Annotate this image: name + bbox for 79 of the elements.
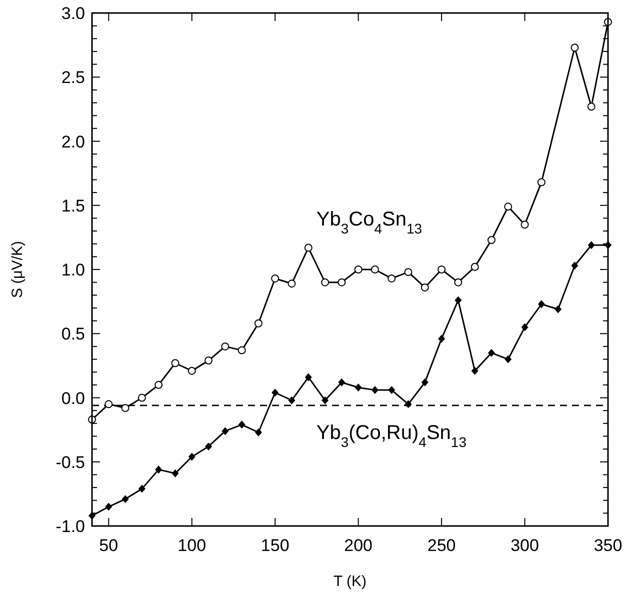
point [504, 355, 512, 364]
point [254, 428, 262, 436]
point [488, 348, 495, 357]
point [354, 383, 362, 392]
y-tick-label: 0.0 [61, 388, 85, 408]
point [338, 378, 346, 386]
point [338, 278, 346, 286]
point [322, 396, 329, 404]
point [420, 283, 429, 292]
y-tick-label: 3.0 [61, 4, 85, 23]
point [171, 359, 180, 368]
x-tick-label: 150 [260, 536, 290, 555]
point [454, 296, 462, 304]
point [122, 495, 129, 504]
point [205, 442, 212, 450]
point [554, 305, 562, 314]
y-tick-label: 2.0 [61, 132, 85, 152]
point [104, 400, 113, 408]
point [421, 378, 428, 386]
point [470, 262, 479, 271]
y-tick-label: -0.5 [56, 452, 85, 472]
x-tick-label: 300 [510, 536, 539, 555]
point [471, 366, 478, 375]
point [438, 266, 446, 274]
point [272, 388, 279, 397]
point [537, 178, 546, 186]
point [504, 202, 512, 211]
point [487, 236, 496, 244]
y-tick-label: 1.5 [61, 196, 85, 216]
y-tick-label: 2.5 [61, 68, 85, 88]
point [520, 220, 529, 229]
point [238, 346, 246, 354]
x-tick-label: 250 [427, 536, 456, 555]
x-tick-label: 100 [178, 536, 206, 555]
point [404, 400, 412, 408]
point [138, 484, 146, 493]
point [288, 396, 296, 404]
point [154, 380, 163, 389]
point [370, 266, 379, 274]
point [371, 386, 378, 394]
point [271, 274, 280, 282]
point [222, 427, 229, 436]
x-axis-title: T (K) [333, 573, 367, 590]
series-label: Yb$_{3}$Co$_{4}$Sn$_{13}$ [316, 208, 422, 237]
point [570, 44, 579, 52]
x-tick-label: 200 [344, 536, 373, 555]
point [321, 278, 330, 286]
point [571, 262, 578, 270]
point [538, 300, 545, 308]
y-tick-label: 0.5 [61, 324, 85, 344]
point [121, 404, 130, 412]
point [438, 334, 446, 343]
point [221, 342, 230, 350]
point [105, 502, 112, 511]
point [172, 469, 179, 478]
point [354, 266, 362, 274]
point [238, 420, 246, 429]
point [188, 452, 196, 461]
point [454, 278, 462, 286]
point [388, 274, 396, 282]
y-tick-label: 1.0 [61, 260, 85, 280]
y-tick-label: -1.0 [56, 517, 85, 536]
x-tick-label: 50 [99, 536, 118, 555]
point [188, 366, 196, 375]
point [304, 373, 312, 382]
point [138, 394, 146, 402]
point [388, 386, 396, 394]
point [204, 356, 213, 365]
point [288, 280, 296, 288]
point [521, 323, 528, 332]
point [404, 268, 412, 276]
point [587, 102, 596, 111]
point [155, 466, 162, 474]
point [254, 319, 262, 328]
series-label: Yb$_{3}$(Co,Ru)$_{4}$Sn$_{13}$ [316, 422, 467, 450]
point [304, 244, 312, 252]
x-tick-label: 350 [594, 536, 622, 555]
point [588, 241, 595, 250]
y-axis-title: S (μV/K) [9, 241, 26, 298]
